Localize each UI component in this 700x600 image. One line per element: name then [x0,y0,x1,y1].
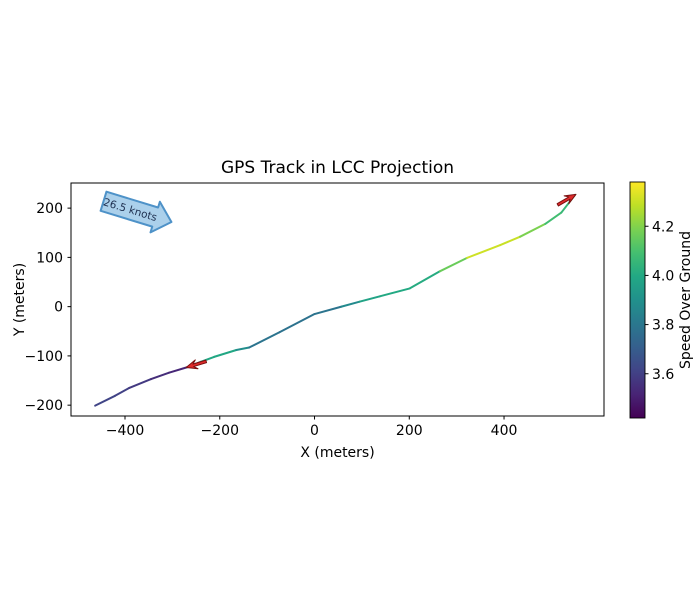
y-tick-label: −100 [25,349,63,365]
y-tick-label: 100 [36,250,63,266]
gps-track-segment [150,371,171,381]
gps-track-segment [408,270,442,290]
gps-track-segment [439,256,469,273]
plot-title: GPS Track in LCC Projection [221,158,454,178]
gps-track-segment [313,305,343,316]
colorbar-tick-label: 4.0 [652,268,674,284]
gps-track-segment [519,222,547,238]
track-midpoint-direction-marker [185,359,208,370]
axes-frame [70,182,605,417]
colorbar: 3.6 3.8 4.0 4.2 Speed Over Ground [629,181,694,419]
x-tick-label: −200 [201,423,239,439]
track-end-direction-marker [556,193,577,207]
x-tick-label: 400 [491,423,518,439]
x-tick-label: 200 [396,423,423,439]
gps-track-segment [168,366,189,374]
y-tick-labels: 200 100 0 −100 −200 [25,201,63,414]
gps-track-segment [235,346,251,351]
colorbar-gradient [629,181,646,419]
x-axis-label: X (meters) [300,445,374,461]
gps-track-segment [358,295,381,303]
gps-track-segment [114,386,131,397]
gps-track-segment [544,211,563,225]
gps-track-segment [213,348,238,358]
annotation-arrow-icon [99,190,173,234]
colorbar-tick-label: 4.2 [652,219,674,235]
x-tick-label: 0 [310,423,319,439]
gps-track-segment [340,300,361,308]
colorbar-tick-label: 3.6 [652,367,674,383]
y-tick-label: −200 [25,398,63,414]
speed-annotation: 26.5 knots [99,190,173,234]
gps-track-segment [128,378,153,389]
y-axis-label: Y (meters) [12,263,28,337]
x-tick-label: −400 [106,423,144,439]
gps-track-segment [94,394,117,407]
colorbar-tick-label: 3.8 [652,318,674,334]
y-tick-label: 0 [54,300,63,316]
x-tick-labels: −400 −200 0 200 400 [106,423,518,439]
y-tick-label: 200 [36,201,63,217]
gps-track-segment [278,313,316,334]
gps-track-segment [466,244,502,259]
gps-track-segment [248,331,281,349]
gps-track-segment [378,287,411,298]
colorbar-axis-label: Speed Over Ground [678,231,694,369]
plot-area [67,182,605,420]
gps-track-segment [499,235,522,247]
colorbar-ticks [645,225,649,375]
